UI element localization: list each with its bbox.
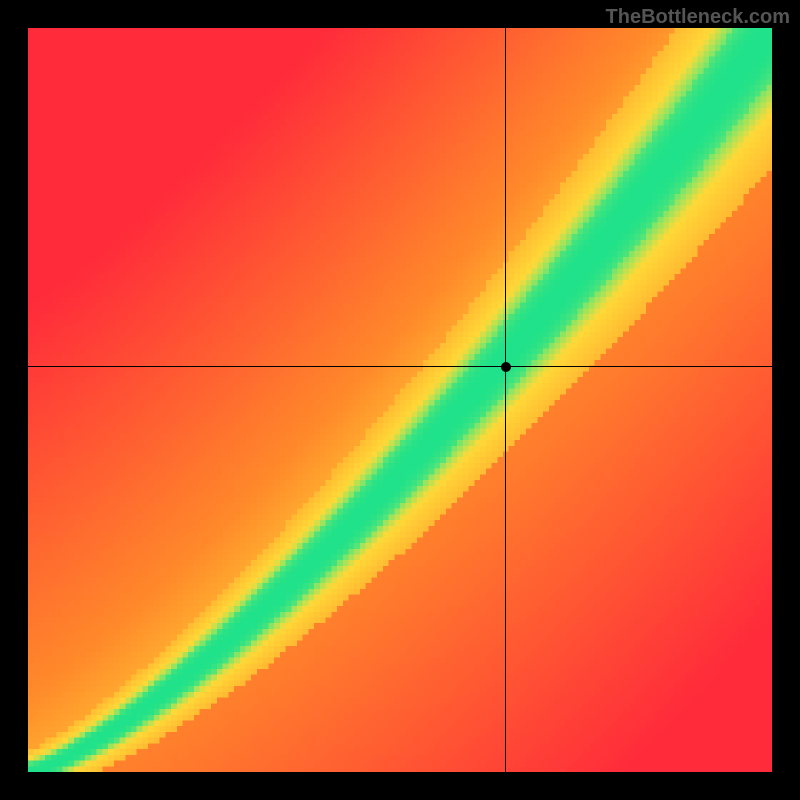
bottleneck-heatmap [28, 28, 772, 772]
crosshair-vertical [505, 28, 506, 772]
data-point-marker [501, 362, 511, 372]
watermark-text: TheBottleneck.com [606, 6, 790, 29]
chart-container: TheBottleneck.com [0, 0, 800, 800]
crosshair-horizontal [28, 366, 772, 367]
